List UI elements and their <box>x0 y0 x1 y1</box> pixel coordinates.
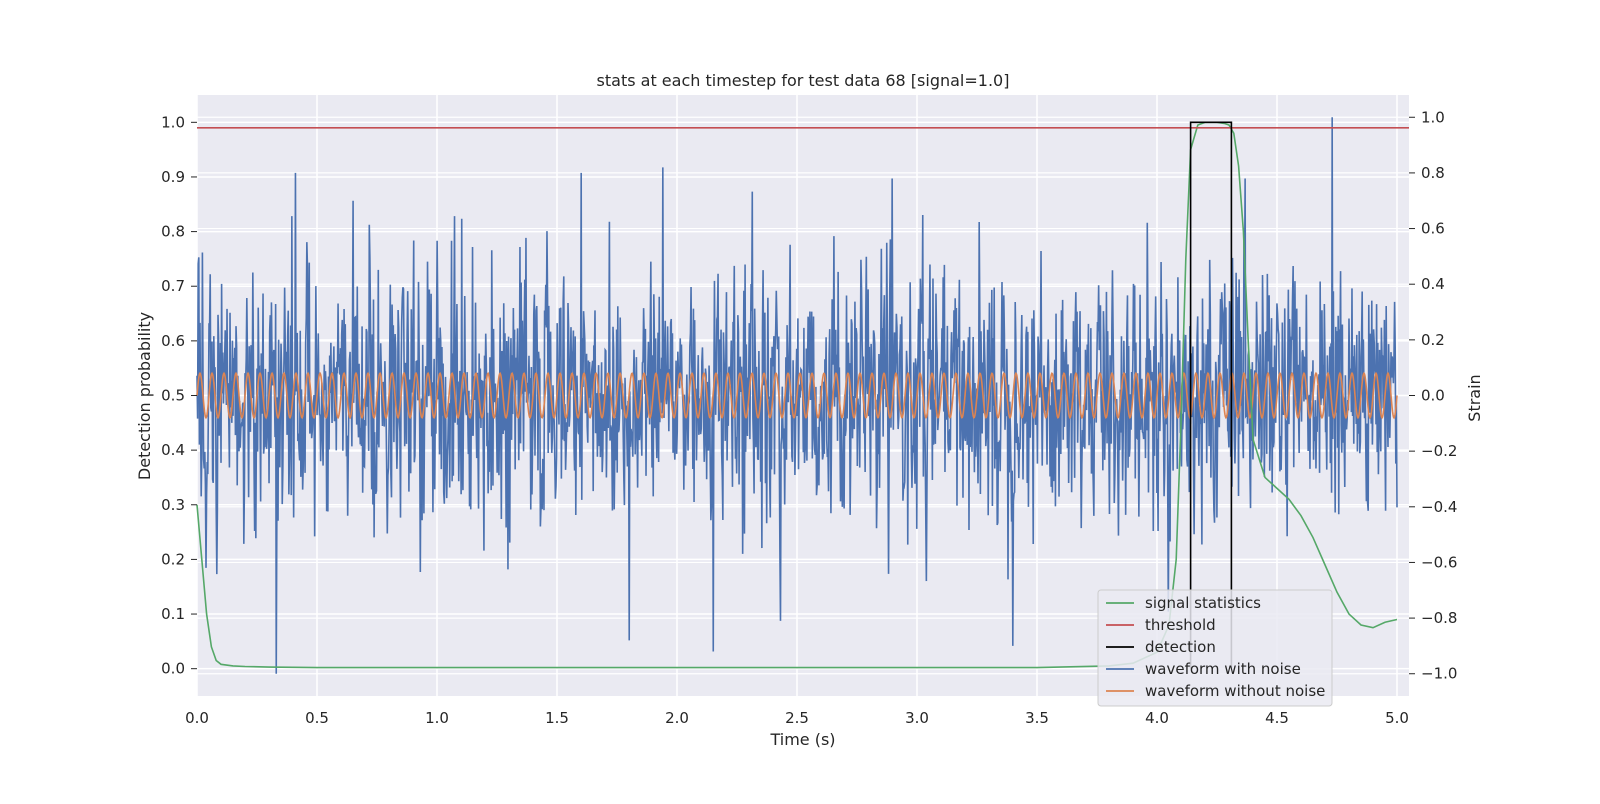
left-tick-label-1: 0.1 <box>161 605 185 623</box>
right-tick-label-2: −0.6 <box>1421 553 1457 571</box>
left-tick-label-8: 0.8 <box>161 223 185 241</box>
x-tick-label-7: 3.5 <box>1025 709 1049 727</box>
legend-label-0: signal statistics <box>1145 594 1261 612</box>
left-tick-label-10: 1.0 <box>161 113 185 131</box>
right-tick-label-10: 1.0 <box>1421 108 1445 126</box>
right-tick-label-3: −0.4 <box>1421 498 1457 516</box>
right-tick-label-6: 0.2 <box>1421 331 1445 349</box>
right-tick-label-9: 0.8 <box>1421 164 1445 182</box>
series-signal-statistics <box>196 121 1398 669</box>
left-tick-label-0: 0.0 <box>161 660 185 678</box>
right-y-axis-label: Strain <box>1465 374 1484 421</box>
legend-label-4: waveform without noise <box>1145 682 1325 700</box>
x-tick-label-5: 2.5 <box>785 709 809 727</box>
right-tick-label-0: −1.0 <box>1421 665 1457 683</box>
right-y-axis: −1.0 −0.8 −0.6 −0.4 −0.2 0.0 0.2 0.4 0.6 0.8 1.0 <box>1409 108 1457 683</box>
left-tick-label-3: 0.3 <box>161 496 185 514</box>
right-tick-label-5: 0.0 <box>1421 387 1445 405</box>
legend-label-2: detection <box>1145 638 1216 656</box>
x-tick-label-10: 5.0 <box>1385 709 1409 727</box>
left-tick-label-9: 0.9 <box>161 168 185 186</box>
right-tick-label-4: −0.2 <box>1421 442 1457 460</box>
x-axis: 0.0 0.5 1.0 1.5 2.0 2.5 3.0 3.5 4.0 4.5 5.0 <box>185 709 1409 727</box>
left-tick-label-5: 0.5 <box>161 387 185 405</box>
x-tick-label-6: 3.0 <box>905 709 929 727</box>
x-tick-label-0: 0.0 <box>185 709 209 727</box>
x-tick-label-9: 4.5 <box>1265 709 1289 727</box>
x-tick-label-8: 4.0 <box>1145 709 1169 727</box>
right-tick-label-8: 0.6 <box>1421 220 1445 238</box>
series-waveform-with-noise <box>196 117 1398 674</box>
series-layer <box>196 117 1409 674</box>
legend: signal statistics threshold detection wavef… <box>1097 589 1333 707</box>
right-tick-label-7: 0.4 <box>1421 275 1445 293</box>
series-waveform-without-noise <box>196 371 1398 420</box>
left-y-axis-label: Detection probability <box>135 312 154 480</box>
right-tick-label-1: −0.8 <box>1421 609 1457 627</box>
series-detection <box>1189 121 1233 669</box>
left-tick-label-6: 0.6 <box>161 332 185 350</box>
left-tick-label-2: 0.2 <box>161 550 185 568</box>
legend-box <box>1097 589 1333 707</box>
left-tick-label-4: 0.4 <box>161 441 185 459</box>
left-y-axis: 0.0 0.1 0.2 0.3 0.4 0.5 0.6 0.7 0.8 0.9 1.0 <box>161 113 197 678</box>
legend-label-3: waveform with noise <box>1145 660 1301 678</box>
x-axis-label: Time (s) <box>769 730 835 749</box>
x-tick-label-1: 0.5 <box>305 709 329 727</box>
x-tick-label-3: 1.5 <box>545 709 569 727</box>
legend-label-1: threshold <box>1145 616 1216 634</box>
x-tick-label-4: 2.0 <box>665 709 689 727</box>
x-tick-label-2: 1.0 <box>425 709 449 727</box>
left-tick-label-7: 0.7 <box>161 277 185 295</box>
chart-title: stats at each timestep for test data 68 … <box>597 71 1010 90</box>
